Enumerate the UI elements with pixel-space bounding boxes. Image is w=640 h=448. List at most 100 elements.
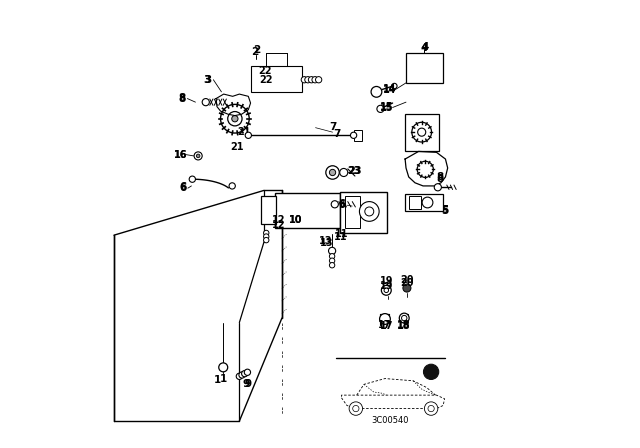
Circle shape xyxy=(428,405,435,412)
Circle shape xyxy=(422,197,433,208)
Bar xyxy=(275,193,340,228)
Circle shape xyxy=(371,86,382,97)
Circle shape xyxy=(232,116,238,122)
Text: 9: 9 xyxy=(243,379,250,389)
Text: 22: 22 xyxy=(259,75,273,85)
Circle shape xyxy=(202,99,209,106)
Circle shape xyxy=(377,105,384,112)
Bar xyxy=(251,66,302,92)
Circle shape xyxy=(328,247,336,254)
Text: 8: 8 xyxy=(436,174,444,184)
Text: 12: 12 xyxy=(272,220,285,230)
Bar xyxy=(405,194,443,211)
Text: 10: 10 xyxy=(289,215,302,225)
Text: 5: 5 xyxy=(441,205,448,215)
Circle shape xyxy=(384,288,388,293)
Circle shape xyxy=(403,284,411,292)
Circle shape xyxy=(392,83,397,89)
Circle shape xyxy=(244,369,251,375)
Polygon shape xyxy=(114,190,282,421)
Text: 8: 8 xyxy=(436,172,444,182)
Bar xyxy=(353,130,362,141)
Text: 16: 16 xyxy=(173,150,187,159)
Circle shape xyxy=(351,132,356,138)
Text: 21: 21 xyxy=(237,127,251,137)
Text: 7: 7 xyxy=(329,122,336,132)
Text: 6: 6 xyxy=(338,200,345,210)
Text: 14: 14 xyxy=(383,85,396,95)
Text: 23: 23 xyxy=(348,166,362,176)
Text: 15: 15 xyxy=(380,102,393,112)
Text: 11: 11 xyxy=(334,232,348,241)
Circle shape xyxy=(316,77,322,83)
Circle shape xyxy=(312,77,318,83)
Text: 4: 4 xyxy=(420,43,428,53)
Circle shape xyxy=(424,364,439,379)
Circle shape xyxy=(330,169,336,176)
Circle shape xyxy=(245,132,252,138)
Text: 9: 9 xyxy=(244,379,252,389)
Text: 13: 13 xyxy=(319,236,333,246)
Circle shape xyxy=(418,128,426,136)
Text: 17: 17 xyxy=(378,320,392,330)
Circle shape xyxy=(360,202,379,221)
Text: 18: 18 xyxy=(397,321,411,331)
Circle shape xyxy=(330,254,335,259)
Circle shape xyxy=(264,230,269,236)
Text: 15: 15 xyxy=(380,103,393,112)
Text: 20: 20 xyxy=(401,278,414,288)
Text: 16: 16 xyxy=(173,150,187,159)
Text: 7: 7 xyxy=(333,129,340,138)
Circle shape xyxy=(330,258,335,263)
Text: 10: 10 xyxy=(289,215,302,224)
Circle shape xyxy=(229,183,236,189)
Circle shape xyxy=(236,373,243,379)
Text: 17: 17 xyxy=(380,321,393,331)
Text: 23: 23 xyxy=(348,166,361,176)
Circle shape xyxy=(221,104,249,133)
Circle shape xyxy=(353,405,359,412)
Circle shape xyxy=(417,161,433,177)
Circle shape xyxy=(435,184,442,191)
Text: 19: 19 xyxy=(380,281,393,291)
Text: 6: 6 xyxy=(180,183,187,193)
Circle shape xyxy=(340,168,348,177)
Circle shape xyxy=(401,315,407,321)
Circle shape xyxy=(228,112,242,126)
Circle shape xyxy=(196,154,200,158)
Circle shape xyxy=(308,77,315,83)
Text: 13: 13 xyxy=(319,238,333,248)
Text: 2: 2 xyxy=(253,45,260,55)
Circle shape xyxy=(239,372,245,378)
Text: 22: 22 xyxy=(259,66,272,76)
Circle shape xyxy=(412,122,431,142)
Circle shape xyxy=(380,314,390,324)
Text: 1: 1 xyxy=(213,375,221,385)
Circle shape xyxy=(365,207,374,216)
Bar xyxy=(345,196,360,228)
Bar xyxy=(405,114,439,151)
Text: 3: 3 xyxy=(204,75,212,85)
Text: 3C00540: 3C00540 xyxy=(371,416,408,425)
Text: 14: 14 xyxy=(383,84,396,94)
Text: 1: 1 xyxy=(220,374,227,383)
Circle shape xyxy=(242,370,248,377)
Circle shape xyxy=(330,263,335,268)
Circle shape xyxy=(264,234,269,239)
Text: 4: 4 xyxy=(422,42,429,52)
Circle shape xyxy=(194,152,202,160)
Text: 2: 2 xyxy=(252,47,259,56)
Circle shape xyxy=(305,77,311,83)
Text: 21: 21 xyxy=(230,142,244,152)
Bar xyxy=(406,53,443,83)
Text: 8: 8 xyxy=(179,94,186,103)
Circle shape xyxy=(332,201,339,208)
Circle shape xyxy=(381,285,391,295)
Bar xyxy=(409,196,421,209)
Text: 12: 12 xyxy=(272,215,285,225)
Circle shape xyxy=(189,176,195,182)
Circle shape xyxy=(349,402,362,415)
Text: 19: 19 xyxy=(380,276,393,286)
Circle shape xyxy=(264,237,269,243)
Circle shape xyxy=(301,77,307,83)
